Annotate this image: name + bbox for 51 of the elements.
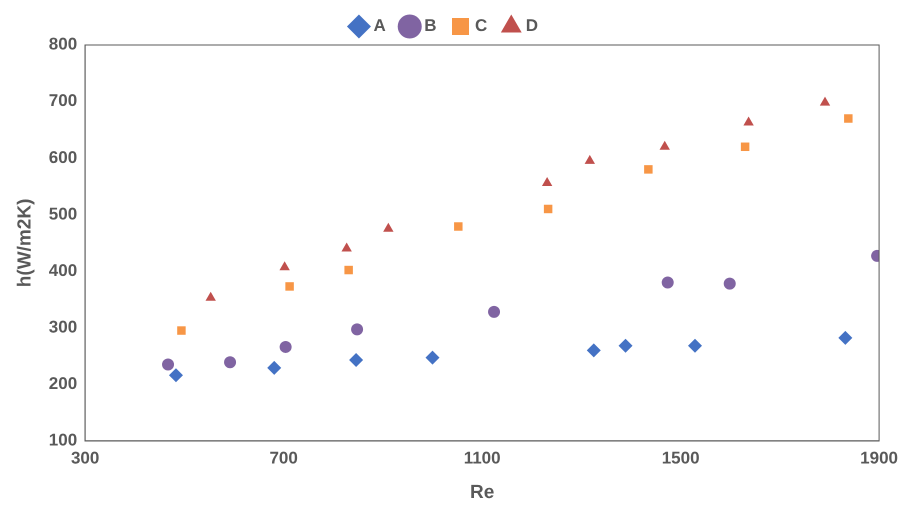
legend-label: B bbox=[424, 16, 437, 36]
point bbox=[542, 176, 552, 186]
x-tick-label: 1100 bbox=[464, 448, 501, 468]
y-tick-label: 100 bbox=[48, 430, 78, 450]
point bbox=[544, 204, 552, 214]
point bbox=[349, 352, 364, 367]
y-tick-label: 400 bbox=[48, 260, 78, 280]
point bbox=[206, 292, 216, 301]
point bbox=[224, 356, 236, 368]
point bbox=[341, 242, 352, 252]
y-tick-label: 300 bbox=[48, 317, 78, 336]
point bbox=[644, 165, 653, 174]
point bbox=[724, 278, 736, 290]
legend-label: D bbox=[526, 16, 538, 36]
point bbox=[660, 140, 670, 150]
point bbox=[618, 338, 633, 353]
point bbox=[177, 326, 186, 335]
point bbox=[844, 114, 853, 123]
x-tick-label: 700 bbox=[269, 448, 298, 468]
point bbox=[584, 154, 595, 164]
y-tick-label: 200 bbox=[48, 374, 78, 393]
point bbox=[743, 116, 754, 126]
point bbox=[285, 282, 294, 291]
x-tick-label: 300 bbox=[70, 448, 100, 468]
point bbox=[662, 276, 674, 288]
legend-label: A bbox=[373, 16, 386, 36]
point bbox=[426, 350, 440, 365]
point bbox=[820, 96, 830, 106]
x-tick-label: 1500 bbox=[662, 448, 700, 468]
point bbox=[586, 343, 601, 358]
point bbox=[488, 306, 500, 318]
legend-label: C bbox=[475, 16, 488, 36]
point bbox=[454, 222, 463, 231]
point bbox=[351, 323, 364, 336]
point bbox=[162, 358, 174, 370]
point bbox=[280, 340, 292, 353]
y-tick-label: 500 bbox=[48, 204, 78, 224]
y-tick-label: 700 bbox=[48, 91, 78, 110]
point bbox=[838, 330, 852, 345]
x-tick-label: 1900 bbox=[860, 448, 898, 468]
point bbox=[740, 142, 750, 152]
y-tick-label: 800 bbox=[48, 34, 78, 54]
x-axis-title: Re bbox=[470, 482, 494, 503]
point bbox=[344, 266, 353, 274]
point bbox=[383, 222, 394, 232]
point bbox=[688, 338, 702, 353]
y-tick-label: 600 bbox=[48, 148, 78, 167]
point bbox=[267, 360, 282, 375]
y-axis-title: h(W/m2K) bbox=[14, 198, 36, 288]
point bbox=[279, 261, 290, 270]
point bbox=[168, 368, 183, 382]
